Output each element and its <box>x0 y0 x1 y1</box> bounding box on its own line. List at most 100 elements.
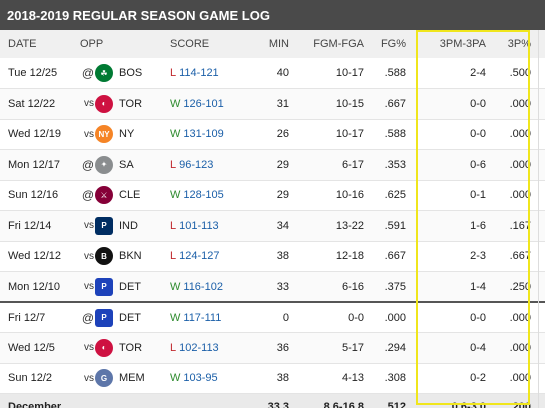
opponent-cell[interactable]: @ ✦ SA <box>80 155 170 174</box>
3p-pct: .250 <box>509 280 531 293</box>
row-spacer <box>406 89 416 120</box>
row-spacer <box>406 150 416 181</box>
game-date: Fri 12/7 <box>8 311 46 324</box>
game-result: W <box>170 280 181 293</box>
minutes: 38 <box>276 250 289 263</box>
opponent-cell[interactable]: vs P DET <box>80 277 170 296</box>
row-spacer <box>406 180 416 211</box>
header-3p-pct[interactable]: 3P% <box>507 38 531 50</box>
fg-pct: .000 <box>384 311 406 324</box>
games-body: Tue 12/25 @ ☘ BOS L 114-121 40 10-17.588 2-4.500… <box>0 58 545 394</box>
raptors-logo-icon[interactable]: ◐ <box>95 338 113 357</box>
home-away-prefix: @ <box>81 157 94 172</box>
opponent-cell[interactable]: vs ◐ TOR <box>80 94 170 113</box>
game-row: Mon 12/10 vs P DET W 116-102 33 6-16 .375 1-4 .250 <box>0 271 545 303</box>
opponent-link[interactable]: BKN <box>119 250 142 263</box>
game-date: Wed 12/5 <box>8 341 55 354</box>
game-result: W <box>170 189 181 202</box>
home-away-prefix: vs <box>84 220 94 232</box>
opponent-cell[interactable]: vs NY NY <box>80 125 170 144</box>
opponent-cell[interactable]: @ ☘ BOS <box>80 64 170 82</box>
game-row: Mon 12/17 @ ✦ SA L 96-123 29 6-17 .353 0-6 .000 <box>0 149 545 181</box>
score-link[interactable]: 128-105 <box>183 189 224 202</box>
fg-pct: .625 <box>384 189 406 202</box>
score-link[interactable]: 101-113 <box>179 219 219 232</box>
fgm-fga: 12-18 <box>335 250 364 263</box>
header-3pm-3pa[interactable]: 3PM-3PA <box>439 38 486 50</box>
grizzlies-logo-icon[interactable]: G <box>95 369 113 388</box>
spurs-logo-icon[interactable]: ✦ <box>95 155 113 174</box>
opponent-link[interactable]: TOR <box>119 341 143 354</box>
fg-pct: .308 <box>384 372 406 385</box>
pistons-logo-icon[interactable]: P <box>95 277 113 296</box>
game-date: Wed 12/19 <box>8 128 62 141</box>
score-link[interactable]: 96-123 <box>179 158 214 171</box>
score-link[interactable]: 103-95 <box>183 372 218 385</box>
pistons-logo-icon[interactable]: P <box>95 308 113 327</box>
home-away-prefix: vs <box>84 98 94 110</box>
home-away-prefix: vs <box>84 342 94 354</box>
score-link[interactable]: 117-111 <box>183 311 222 324</box>
fg-pct: .591 <box>384 219 406 232</box>
header-fg-pct[interactable]: FG% <box>380 38 406 50</box>
opponent-link[interactable]: IND <box>119 219 138 232</box>
row-spacer <box>406 241 416 272</box>
score-link[interactable]: 114-121 <box>179 67 219 79</box>
opponent-cell[interactable]: vs ◐ TOR <box>80 338 170 357</box>
score-link[interactable]: 131-109 <box>183 128 224 141</box>
3pm-3pa: 0-4 <box>470 341 486 354</box>
game-result: L <box>170 67 177 79</box>
header-score[interactable]: SCORE <box>170 38 210 50</box>
summary-3pm-3pa: 0.6-3.0 <box>451 400 486 408</box>
opponent-cell[interactable]: @ P DET <box>80 308 170 327</box>
header-fgm-fga[interactable]: FGM-FGA <box>313 38 364 50</box>
fgm-fga: 13-22 <box>335 219 364 232</box>
opponent-link[interactable]: MEM <box>119 372 145 385</box>
right-edge-divider <box>538 30 539 408</box>
knicks-logo-icon[interactable]: NY <box>95 125 113 144</box>
opponent-cell[interactable]: vs B BKN <box>80 247 170 266</box>
game-row: Wed 12/12 vs B BKN L 124-127 38 12-18 .667 2-3 .66… <box>0 241 545 272</box>
fgm-fga: 0-0 <box>348 311 364 324</box>
summary-fgm-fga: 8.6-16.8 <box>323 400 364 408</box>
celtics-logo-icon[interactable]: ☘ <box>95 64 113 82</box>
minutes: 40 <box>276 67 289 79</box>
row-spacer <box>406 211 416 242</box>
3pm-3pa: 0-1 <box>470 189 486 202</box>
opponent-link[interactable]: TOR <box>119 97 143 110</box>
pacers-logo-icon[interactable]: P <box>95 216 113 235</box>
score-link[interactable]: 102-113 <box>179 341 219 354</box>
nets-logo-icon[interactable]: B <box>95 247 113 266</box>
game-row: Tue 12/25 @ ☘ BOS L 114-121 40 10-17 .588 2-4 .500 <box>0 58 545 89</box>
header-date[interactable]: DATE <box>8 38 37 50</box>
opponent-cell[interactable]: @ ⚔ CLE <box>80 186 170 205</box>
opponent-cell[interactable]: vs G MEM <box>80 369 170 388</box>
cavaliers-logo-icon[interactable]: ⚔ <box>95 186 113 205</box>
opponent-link[interactable]: DET <box>119 280 141 293</box>
opponent-link[interactable]: BOS <box>119 67 143 79</box>
game-result: L <box>170 219 177 232</box>
score-link[interactable]: 116-102 <box>183 280 223 293</box>
game-result: W <box>170 128 181 141</box>
home-away-prefix: vs <box>84 372 94 384</box>
fgm-fga: 10-15 <box>335 97 364 110</box>
fg-pct: .294 <box>384 341 406 354</box>
score-link[interactable]: 124-127 <box>179 250 220 263</box>
game-date: Wed 12/12 <box>8 250 62 263</box>
row-spacer <box>406 272 416 303</box>
header-spacer <box>406 30 416 58</box>
header-opp[interactable]: OPP <box>80 38 104 50</box>
row-spacer <box>406 363 416 394</box>
opponent-link[interactable]: NY <box>119 128 135 141</box>
opponent-link[interactable]: DET <box>119 311 141 324</box>
raptors-logo-icon[interactable]: ◐ <box>95 94 113 113</box>
3pm-3pa: 0-0 <box>470 97 486 110</box>
header-min[interactable]: MIN <box>268 38 289 50</box>
opponent-link[interactable]: CLE <box>119 189 141 202</box>
opponent-cell[interactable]: vs P IND <box>80 216 170 235</box>
summary-spacer <box>406 394 416 408</box>
opponent-link[interactable]: SA <box>119 158 134 171</box>
game-result: L <box>170 341 177 354</box>
score-link[interactable]: 126-101 <box>183 97 224 110</box>
row-spacer <box>406 119 416 150</box>
